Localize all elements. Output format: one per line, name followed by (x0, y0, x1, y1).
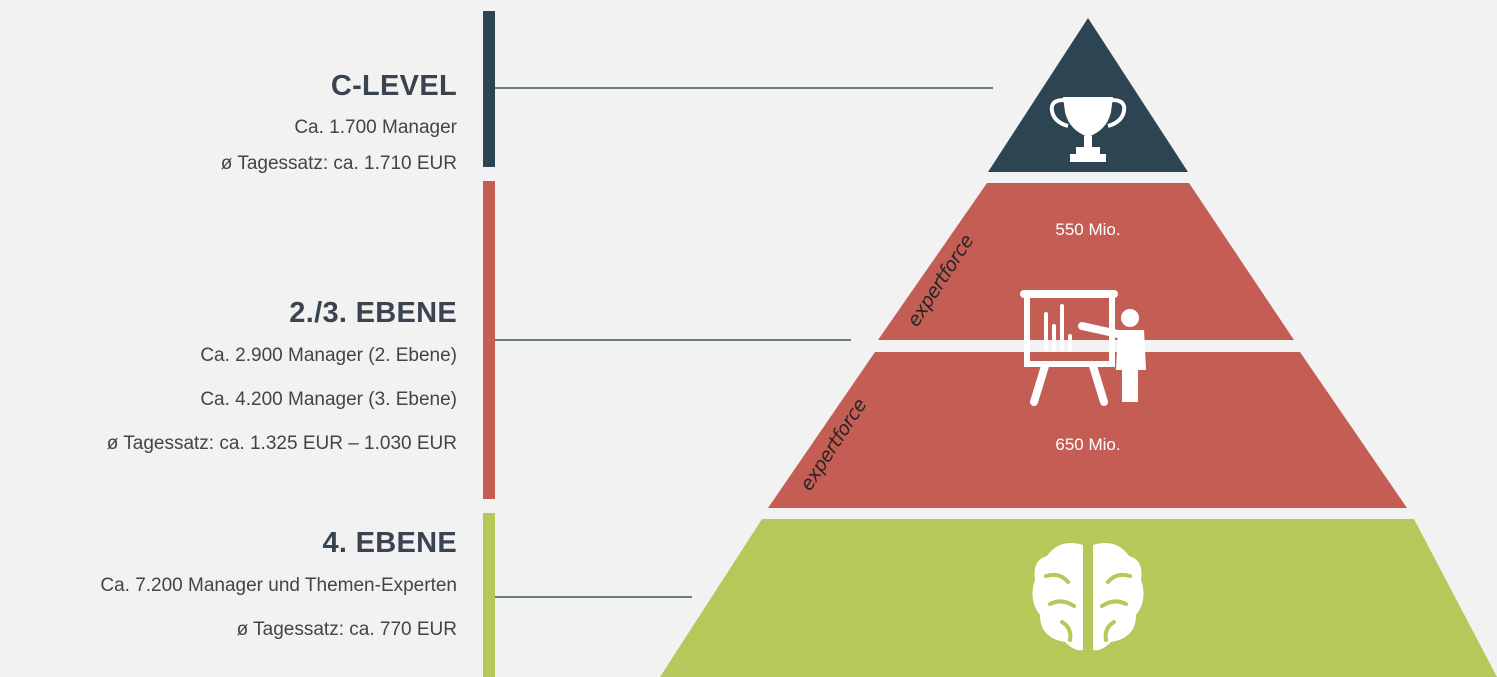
bar-4-level (483, 513, 495, 677)
level-23-line-2: Ca. 4.200 Manager (3. Ebene) (200, 389, 457, 410)
pyramid-tier-upper-middle (878, 183, 1294, 340)
level-4-line-2: ø Tagessatz: ca. 770 EUR (236, 619, 457, 640)
presentation-icon (1020, 290, 1146, 406)
value-lower-middle: 650 Mio. (1055, 435, 1120, 454)
level-4-title: 4. EBENE (322, 527, 457, 559)
trophy-icon (1049, 97, 1127, 162)
level-c-line-1: Ca. 1.700 Manager (294, 117, 457, 138)
level-c-title: C-LEVEL (330, 70, 457, 102)
brain-icon (1032, 543, 1144, 651)
pyramid-tier-lower-middle (768, 352, 1407, 508)
pyramid-tier-top (988, 18, 1188, 172)
level-c-line-2: ø Tagessatz: ca. 1.710 EUR (220, 153, 457, 174)
level-23-text: 2./3. EBENE Ca. 2.900 Manager (2. Ebene)… (107, 292, 457, 466)
level-4-line-1: Ca. 7.200 Manager und Themen-Experten (100, 575, 457, 596)
bar-23-level (483, 181, 495, 499)
level-23-title: 2./3. EBENE (289, 297, 457, 329)
value-upper-middle: 550 Mio. (1055, 220, 1120, 239)
level-23-line-3: ø Tagessatz: ca. 1.325 EUR – 1.030 EUR (106, 433, 457, 454)
bar-c-level (483, 11, 495, 167)
level-4-text: 4. EBENE Ca. 7.200 Manager und Themen-Ex… (100, 522, 457, 652)
level-23-line-1: Ca. 2.900 Manager (2. Ebene) (200, 345, 457, 366)
level-c-text: C-LEVEL Ca. 1.700 Manager ø Tagessatz: c… (221, 66, 457, 178)
